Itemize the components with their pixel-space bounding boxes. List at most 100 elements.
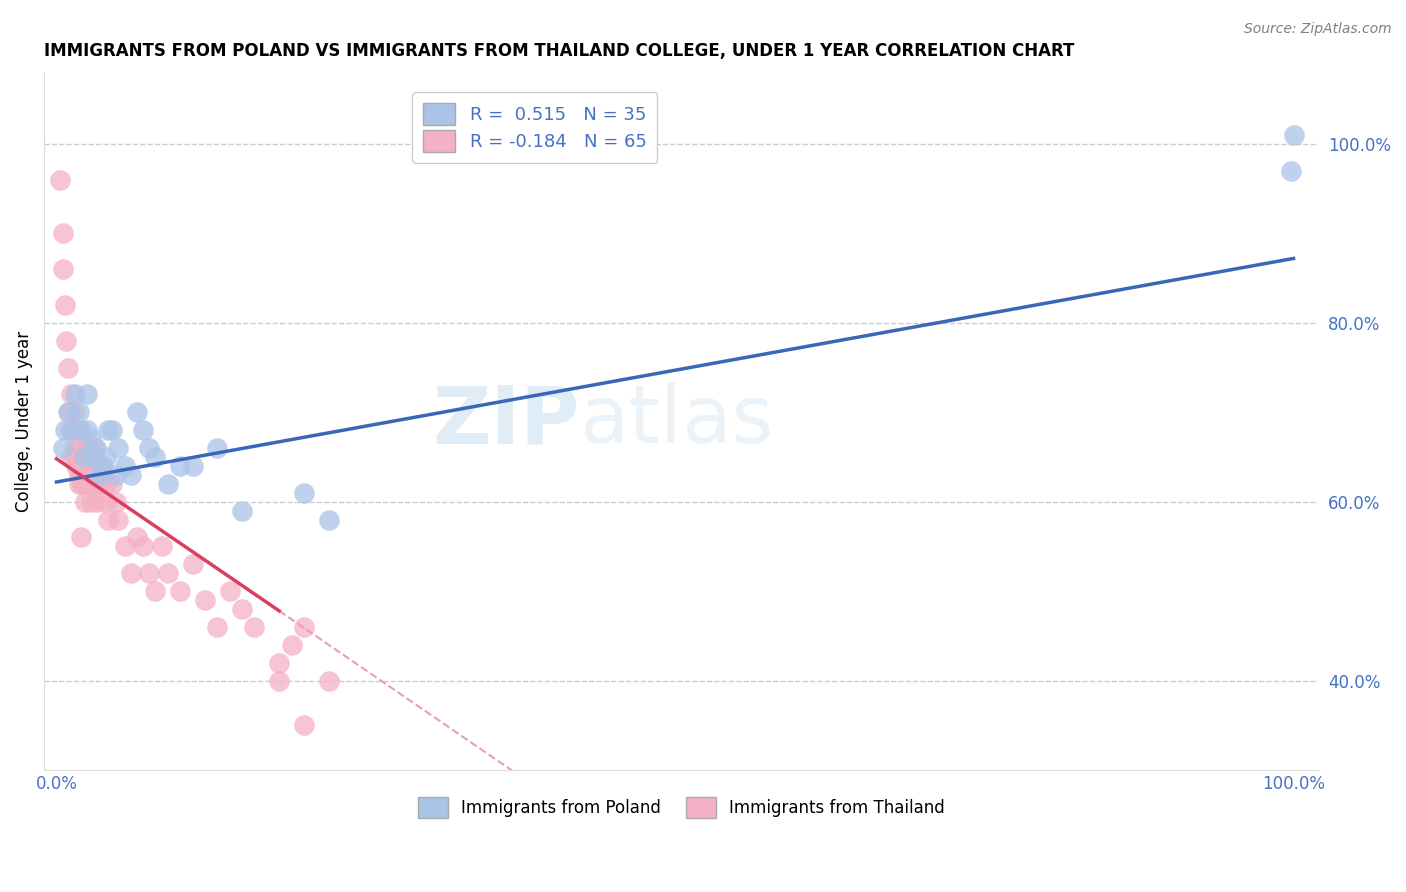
Point — [84, 441, 107, 455]
Point — [67, 476, 90, 491]
Point — [145, 584, 167, 599]
Point — [269, 673, 291, 688]
Point — [80, 432, 103, 446]
Point — [169, 584, 191, 599]
Point — [292, 485, 315, 500]
Point — [114, 540, 136, 554]
Point — [63, 450, 86, 464]
Point — [70, 467, 93, 482]
Point — [97, 512, 120, 526]
Point — [59, 423, 82, 437]
Legend: Immigrants from Poland, Immigrants from Thailand: Immigrants from Poland, Immigrants from … — [411, 791, 952, 824]
Point — [1282, 128, 1305, 142]
Point — [76, 387, 98, 401]
Point — [76, 441, 98, 455]
Point — [76, 423, 98, 437]
Point — [83, 450, 105, 464]
Point — [93, 458, 115, 473]
Point — [150, 540, 173, 554]
Point — [107, 512, 129, 526]
Point — [94, 476, 117, 491]
Text: Source: ZipAtlas.com: Source: ZipAtlas.com — [1244, 22, 1392, 37]
Point — [292, 620, 315, 634]
Point — [181, 458, 204, 473]
Point — [49, 173, 72, 187]
Point — [156, 476, 179, 491]
Point — [156, 566, 179, 581]
Point — [65, 458, 87, 473]
Point — [67, 405, 90, 419]
Point — [218, 584, 240, 599]
Point — [56, 360, 79, 375]
Point — [280, 638, 302, 652]
Point — [231, 602, 253, 616]
Point — [70, 531, 93, 545]
Point — [60, 423, 83, 437]
Point — [84, 476, 107, 491]
Point — [73, 450, 96, 464]
Point — [114, 458, 136, 473]
Point — [207, 441, 229, 455]
Point — [318, 673, 340, 688]
Point — [73, 476, 96, 491]
Point — [69, 441, 91, 455]
Point — [70, 450, 93, 464]
Point — [145, 450, 167, 464]
Point — [89, 476, 111, 491]
Point — [120, 467, 142, 482]
Point — [292, 718, 315, 732]
Point — [94, 494, 117, 508]
Point — [138, 566, 160, 581]
Point — [86, 494, 108, 508]
Point — [120, 566, 142, 581]
Point — [89, 467, 111, 482]
Point — [104, 494, 127, 508]
Point — [80, 494, 103, 508]
Point — [132, 423, 155, 437]
Point — [56, 405, 79, 419]
Point — [52, 227, 75, 241]
Point — [89, 458, 111, 473]
Point — [60, 450, 83, 464]
Point — [62, 423, 84, 437]
Point — [72, 476, 94, 491]
Point — [243, 620, 266, 634]
Point — [1279, 163, 1302, 178]
Point — [55, 334, 77, 348]
Point — [101, 476, 124, 491]
Point — [53, 298, 76, 312]
Point — [93, 467, 115, 482]
Point — [73, 494, 96, 508]
Point — [52, 441, 75, 455]
Point — [318, 512, 340, 526]
Point — [231, 503, 253, 517]
Point — [125, 531, 148, 545]
Point — [63, 387, 86, 401]
Point — [60, 387, 83, 401]
Point — [194, 593, 217, 607]
Point — [70, 423, 93, 437]
Point — [58, 405, 80, 419]
Text: atlas: atlas — [579, 382, 773, 460]
Point — [138, 441, 160, 455]
Point — [132, 540, 155, 554]
Point — [77, 450, 100, 464]
Point — [104, 467, 127, 482]
Point — [101, 423, 124, 437]
Point — [97, 423, 120, 437]
Point — [107, 441, 129, 455]
Point — [181, 558, 204, 572]
Point — [52, 262, 75, 277]
Point — [76, 467, 98, 482]
Point — [67, 467, 90, 482]
Point — [66, 423, 89, 437]
Point — [63, 441, 86, 455]
Point — [83, 467, 105, 482]
Point — [76, 458, 98, 473]
Point — [79, 476, 101, 491]
Point — [269, 656, 291, 670]
Point — [169, 458, 191, 473]
Point — [53, 423, 76, 437]
Point — [83, 441, 105, 455]
Text: ZIP: ZIP — [432, 382, 579, 460]
